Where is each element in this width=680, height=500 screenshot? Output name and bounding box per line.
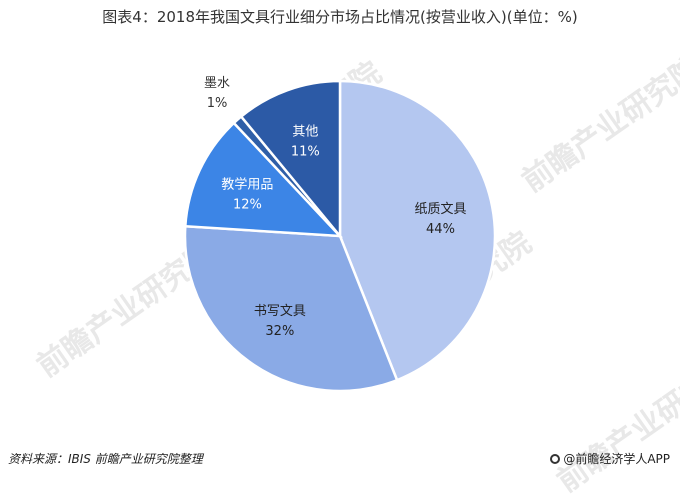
- slice-name-label: 书写文具: [254, 304, 306, 319]
- slice-value-label: 44%: [426, 222, 455, 237]
- pie-slice: [183, 224, 399, 393]
- slice-name-label: 墨水: [204, 76, 230, 91]
- pie-chart: 纸质文具 44% 书写文具 32% 教学用品 12% 墨水 1% 其他 11%: [183, 76, 497, 393]
- brand-text: @前瞻经济学人APP: [563, 452, 670, 466]
- slice-value-label: 32%: [265, 324, 294, 339]
- pie-slices: [183, 79, 497, 393]
- slice-value-label: 12%: [233, 197, 262, 212]
- slice-name-label: 教学用品: [221, 176, 273, 192]
- pie-slice: [183, 121, 344, 238]
- slice-value-label: 11%: [291, 145, 320, 160]
- slice-name-label: 纸质文具: [414, 202, 466, 217]
- slice-name-label: 其他: [292, 125, 318, 140]
- slice-value-label: 1%: [207, 96, 228, 111]
- pie-labels: 纸质文具 44% 书写文具 32% 教学用品 12% 墨水 1% 其他 11%: [204, 76, 467, 339]
- chart-title: 图表4：2018年我国文具行业细分市场占比情况(按营业收入)(单位：%): [102, 8, 578, 26]
- pie-slice: [239, 79, 342, 240]
- brand-logo-icon: [550, 454, 561, 464]
- brand-credit: @前瞻经济学人APP: [550, 450, 670, 467]
- source-note: 资料来源：IBIS 前瞻产业研究院整理: [8, 452, 203, 466]
- pie-slice: [338, 79, 497, 382]
